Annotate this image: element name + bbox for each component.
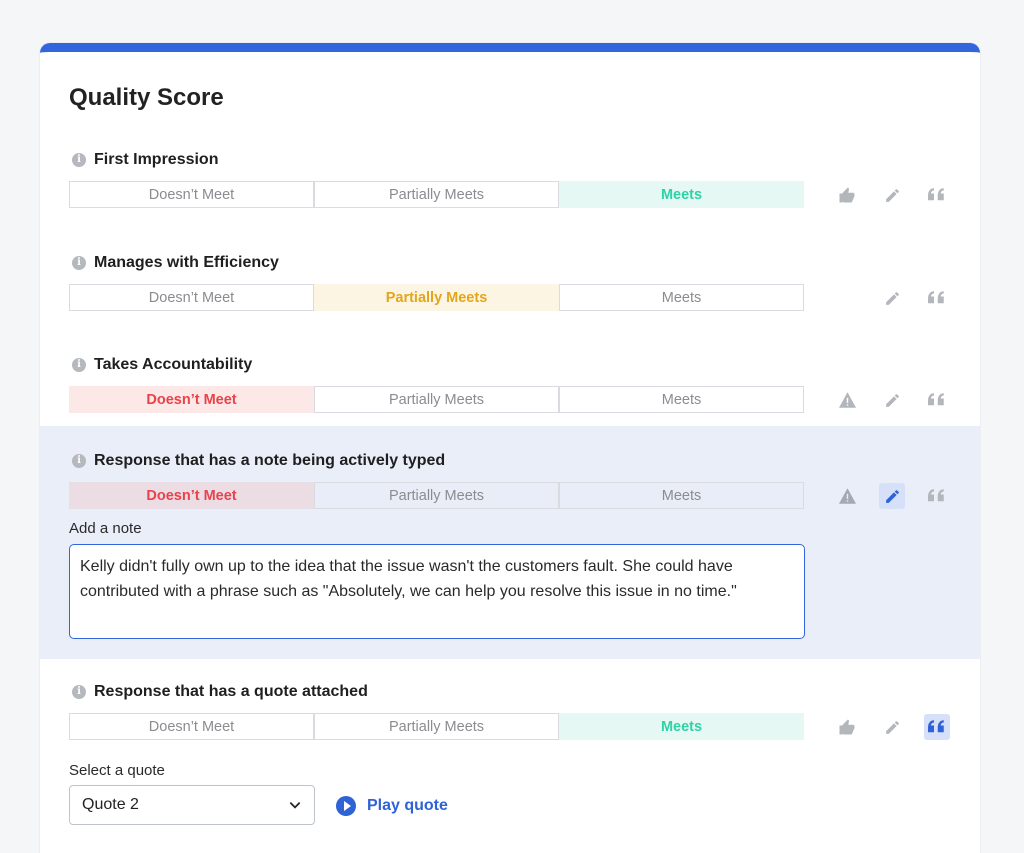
warning-icon[interactable] [834,387,860,413]
quote-icon[interactable] [924,387,950,413]
option-doesnt-meet[interactable]: Doesn’t Meet [69,713,314,740]
option-meets[interactable]: Meets [559,386,804,413]
option-partially-meets[interactable]: Partially Meets [314,482,559,509]
criterion-label: Manages with Efficiency [94,254,279,271]
criterion-label: Takes Accountability [94,356,253,373]
option-partially-meets[interactable]: Partially Meets [314,386,559,413]
note-label: Add a note [69,520,142,537]
rating-segmented-control: Doesn’t Meet Partially Meets Meets [69,482,805,509]
criterion-takes-accountability: i Takes Accountability Doesn’t Meet Part… [40,343,980,433]
option-meets[interactable]: Meets [559,181,804,208]
pencil-icon[interactable] [879,182,905,208]
info-icon[interactable]: i [72,256,86,270]
quote-icon[interactable] [924,182,950,208]
option-doesnt-meet[interactable]: Doesn’t Meet [69,482,314,509]
rating-segmented-control: Doesn’t Meet Partially Meets Meets [69,713,805,740]
option-doesnt-meet[interactable]: Doesn’t Meet [69,181,314,208]
criterion-label: First Impression [94,151,219,168]
info-icon[interactable]: i [72,454,86,468]
quote-select-label: Select a quote [69,762,165,779]
criterion-label: Response that has a note being actively … [94,452,446,469]
quote-icon[interactable] [924,483,950,509]
option-partially-meets[interactable]: Partially Meets [314,181,559,208]
pencil-icon[interactable] [879,714,905,740]
note-textarea[interactable]: Kelly didn't fully own up to the idea th… [69,544,805,639]
quality-score-card: Quality Score i First Impression Doesn’t… [40,43,980,853]
info-icon[interactable]: i [72,358,86,372]
thumbs-up-icon[interactable] [834,182,860,208]
rating-segmented-control: Doesn’t Meet Partially Meets Meets [69,386,805,413]
criterion-first-impression: i First Impression Doesn’t Meet Partiall… [40,138,980,238]
option-doesnt-meet[interactable]: Doesn’t Meet [69,386,314,413]
page-title: Quality Score [69,84,224,111]
warning-icon[interactable] [834,483,860,509]
option-doesnt-meet[interactable]: Doesn’t Meet [69,284,314,311]
play-quote-label: Play quote [367,797,448,814]
play-quote-button[interactable]: Play quote [336,796,448,816]
criterion-label: Response that has a quote attached [94,683,368,700]
pencil-icon[interactable] [879,483,905,509]
option-partially-meets[interactable]: Partially Meets [314,713,559,740]
quote-icon[interactable] [924,714,950,740]
info-icon[interactable]: i [72,685,86,699]
option-meets[interactable]: Meets [559,284,804,311]
rating-segmented-control: Doesn’t Meet Partially Meets Meets [69,181,805,208]
option-partially-meets[interactable]: Partially Meets [314,284,559,311]
quote-select[interactable]: Quote 2 [69,785,315,825]
option-meets[interactable]: Meets [559,713,804,740]
quote-icon[interactable] [924,285,950,311]
criterion-note-typing: i Response that has a note being activel… [40,426,980,659]
pencil-icon[interactable] [879,387,905,413]
criterion-manages-efficiency: i Manages with Efficiency Doesn’t Meet P… [40,241,980,341]
thumbs-up-icon[interactable] [834,714,860,740]
chevron-down-icon [289,802,301,809]
rating-segmented-control: Doesn’t Meet Partially Meets Meets [69,284,805,311]
quote-select-value: Quote 2 [82,796,139,813]
play-icon [336,796,356,816]
criterion-quote-attached: i Response that has a quote attached Doe… [40,669,980,853]
option-meets[interactable]: Meets [559,482,804,509]
info-icon[interactable]: i [72,153,86,167]
pencil-icon[interactable] [879,285,905,311]
